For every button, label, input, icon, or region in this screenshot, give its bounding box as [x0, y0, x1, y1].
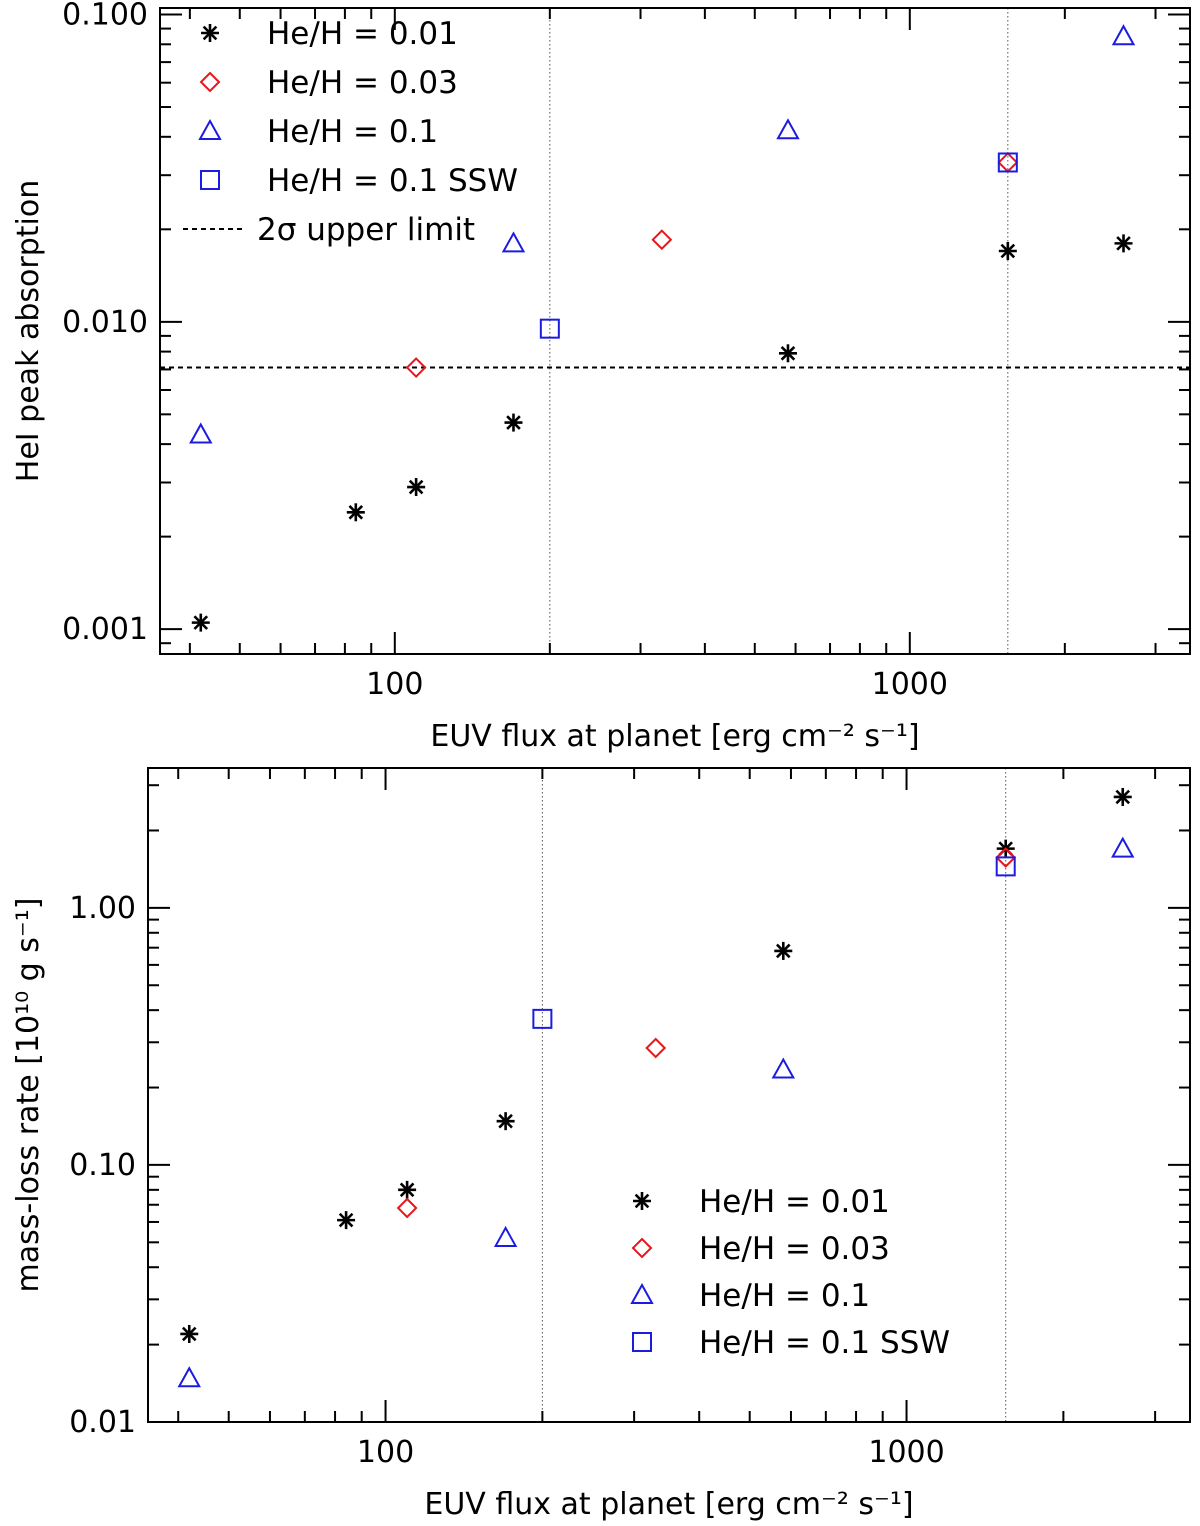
data-point-asterisk [1113, 787, 1132, 806]
data-point-triangle [493, 1225, 518, 1247]
data-point-asterisk [998, 242, 1017, 261]
y-tick-label: 1.00 [69, 891, 136, 926]
data-point-triangle [1111, 24, 1136, 46]
data-point-diamond [405, 357, 427, 378]
x-axis-label: EUV flux at planet [erg cm⁻² s⁻¹] [424, 1487, 913, 1522]
data-point-triangle [501, 231, 526, 253]
data-point-asterisk [504, 413, 523, 432]
data-point-square [995, 856, 1016, 877]
y-axis-label: mass-loss rate [10¹⁰ g s⁻¹] [11, 898, 46, 1293]
legend-marker-triangle [198, 118, 222, 140]
data-point-asterisk [1114, 234, 1133, 253]
x-tick-label: 1000 [872, 667, 948, 702]
data-point-diamond [651, 229, 673, 251]
y-tick-label: 0.100 [62, 0, 148, 33]
data-point-asterisk [407, 478, 426, 497]
data-point-asterisk [778, 344, 797, 363]
legend-marker-asterisk [633, 1192, 651, 1210]
data-point-asterisk [180, 1324, 199, 1343]
data-point-asterisk [496, 1112, 515, 1131]
data-point-triangle [189, 422, 213, 444]
chart-panel-2: 100 1000 0.01 0.10 1.00 EUV flux at planet [e… [11, 767, 1191, 1522]
legend-label: He/H = 0.01 [699, 1184, 890, 1220]
legend-marker-square [632, 1332, 652, 1352]
data-point-square [539, 318, 560, 339]
legend-label: He/H = 0.1 [267, 114, 438, 150]
legend-label: He/H = 0.1 SSW [267, 163, 518, 199]
legend: He/H = 0.01 He/H = 0.03 He/H = 0.1 He/H = 0… [630, 1184, 950, 1361]
plot-frame [147, 767, 1191, 1423]
data-point-triangle [1111, 836, 1135, 858]
data-point-triangle [771, 1057, 795, 1079]
data-point-diamond [396, 1197, 418, 1219]
data-point-diamond [645, 1037, 667, 1059]
data-point-asterisk [337, 1211, 356, 1230]
y-tick-label: 0.01 [69, 1405, 136, 1440]
y-axis-label: HeI peak absorption [11, 180, 46, 482]
legend-label: He/H = 0.03 [699, 1231, 890, 1267]
data-point-diamond [995, 847, 1017, 868]
legend-marker-triangle [630, 1282, 654, 1304]
y-tick-label: 0.10 [69, 1148, 136, 1183]
legend-label: He/H = 0.1 SSW [699, 1325, 950, 1361]
data-point-square [997, 152, 1018, 173]
plot-frame [159, 7, 1191, 655]
legend-label-upper-limit: 2σ upper limit [257, 212, 475, 248]
legend-marker-square [200, 170, 220, 190]
legend-label: He/H = 0.01 [267, 16, 458, 52]
y-tick-label: 0.010 [62, 305, 148, 340]
legend-marker-diamond [631, 1237, 653, 1259]
chart-panel-1: 100 1000 0.001 0.010 0.100 EUV flux at planet… [11, 0, 1191, 754]
legend-label: He/H = 0.03 [267, 65, 458, 101]
data-point-asterisk [191, 613, 210, 632]
legend-marker-diamond [199, 71, 221, 93]
data-point-triangle [177, 1366, 201, 1388]
legend: He/H = 0.01 He/H = 0.03 He/H = 0.1 He/H = 0… [183, 16, 518, 248]
data-point-square [532, 1008, 553, 1029]
x-axis-label: EUV flux at planet [erg cm⁻² s⁻¹] [430, 719, 919, 754]
x-tick-label: 100 [357, 1435, 414, 1470]
legend-marker-asterisk [201, 24, 219, 42]
data-point-asterisk [774, 941, 793, 960]
x-tick-label: 1000 [868, 1435, 944, 1470]
data-point-asterisk [346, 503, 365, 522]
data-point-triangle [776, 118, 800, 140]
data-point-asterisk [398, 1180, 417, 1199]
x-tick-label: 100 [366, 667, 423, 702]
legend-label: He/H = 0.1 [699, 1278, 870, 1314]
y-tick-label: 0.001 [62, 612, 148, 647]
